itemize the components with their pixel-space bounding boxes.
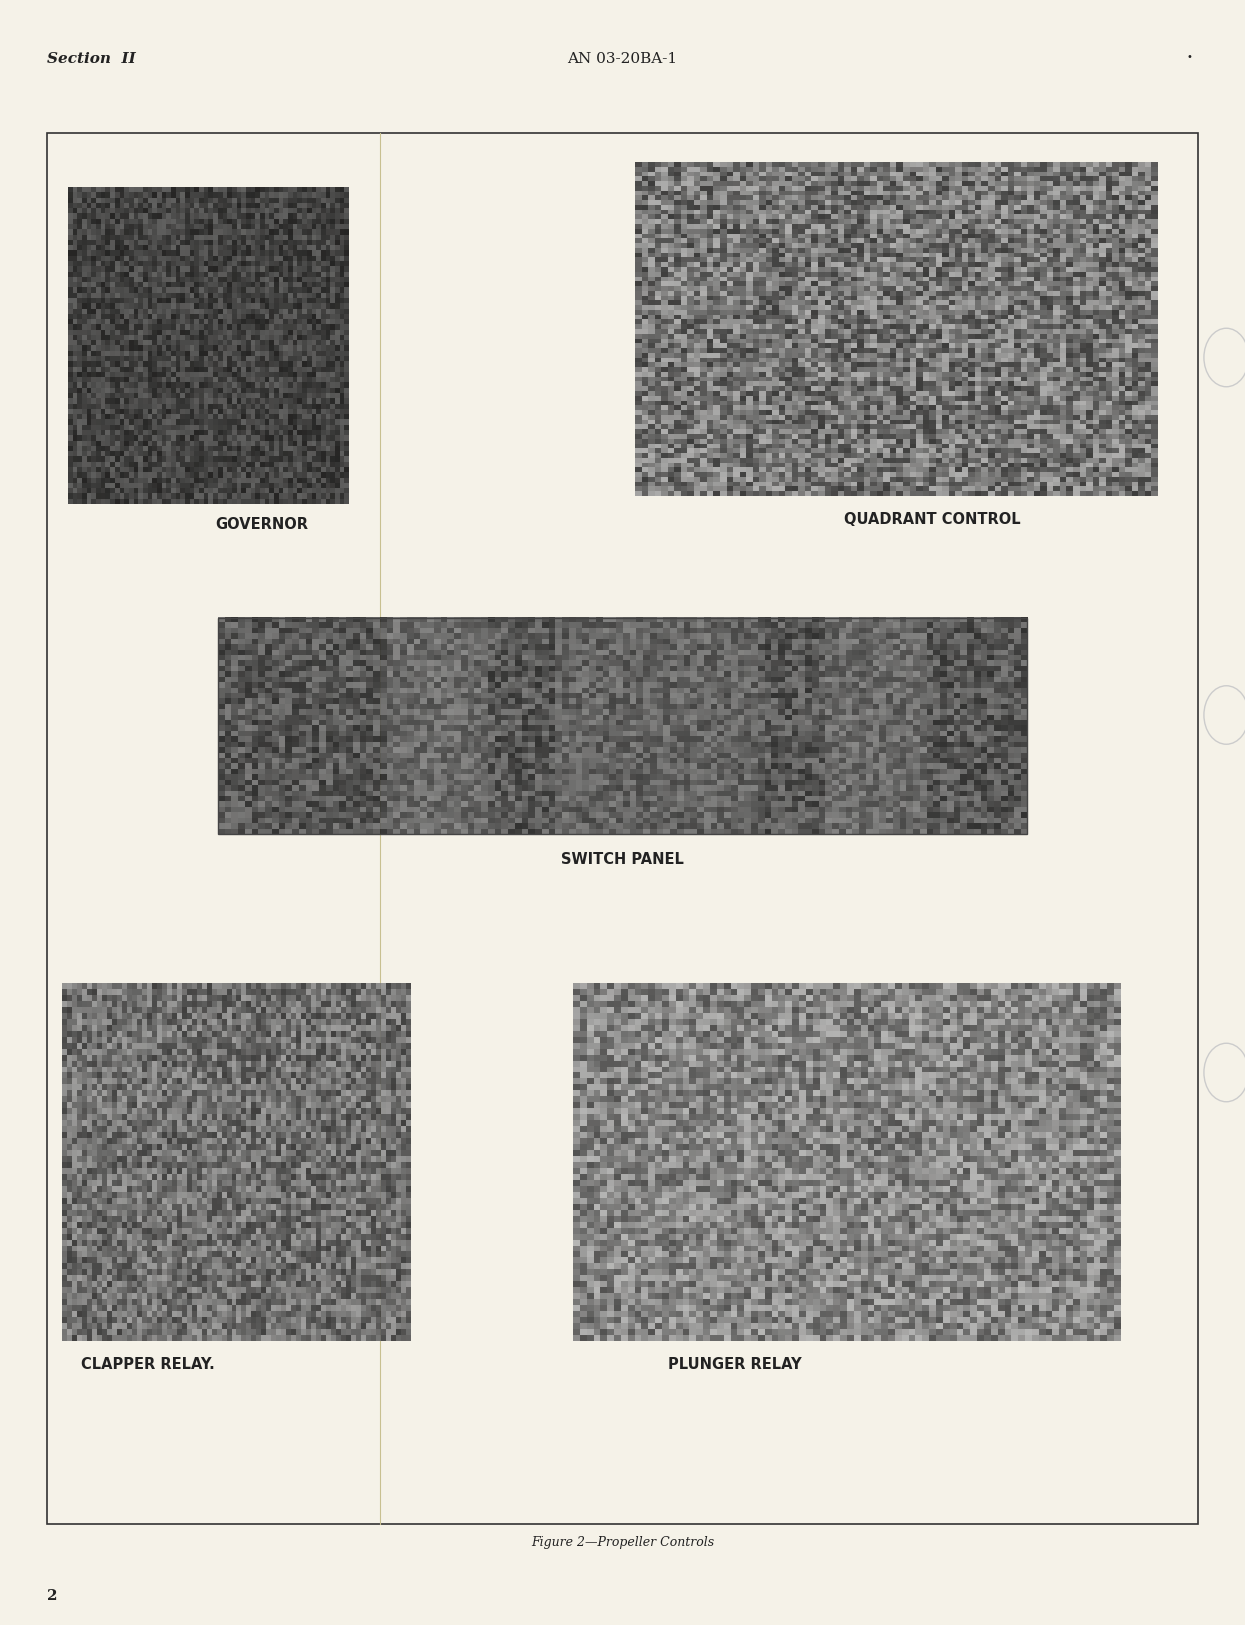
Text: •: • <box>1186 52 1193 62</box>
Text: Figure 2—Propeller Controls: Figure 2—Propeller Controls <box>530 1536 715 1549</box>
Bar <box>47 133 1198 1524</box>
Bar <box>218 618 1027 834</box>
Text: GOVERNOR: GOVERNOR <box>215 517 308 531</box>
Text: AN 03-20BA-1: AN 03-20BA-1 <box>568 52 677 67</box>
Text: QUADRANT CONTROL: QUADRANT CONTROL <box>844 512 1021 526</box>
Text: SWITCH PANEL: SWITCH PANEL <box>561 852 684 866</box>
Circle shape <box>1204 1043 1245 1102</box>
Text: PLUNGER RELAY: PLUNGER RELAY <box>667 1357 802 1372</box>
Circle shape <box>1204 328 1245 387</box>
Circle shape <box>1204 686 1245 744</box>
Text: CLAPPER RELAY.: CLAPPER RELAY. <box>81 1357 214 1372</box>
Text: 2: 2 <box>47 1589 57 1604</box>
Text: Section  II: Section II <box>47 52 136 67</box>
